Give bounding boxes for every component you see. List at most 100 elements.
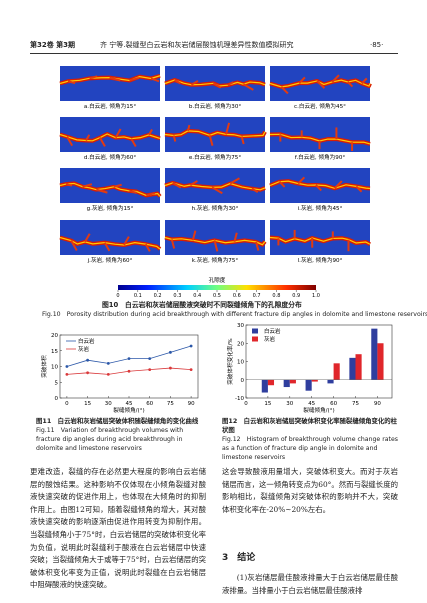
branch [298,76,306,84]
fracture-pattern [269,127,371,151]
branch [84,233,91,243]
x-tick-label: 90 [188,401,195,407]
colorbar-tick-label: 0.3 [173,293,181,299]
y-tick-label: 20 [237,341,244,347]
branch [109,76,121,82]
colorbar-tick-label: 0.7 [253,293,261,299]
bar [349,357,356,380]
bar [355,354,362,380]
branch [280,86,289,95]
bar [311,379,318,382]
x-tick-label: 75 [352,401,359,407]
section-heading: 3 结论 [222,553,256,563]
fracture-pattern [59,73,161,86]
branch [227,81,234,87]
branch [331,74,340,83]
wormhole-core [269,236,371,245]
colorbar-tick-label: 0.1 [134,293,142,299]
y-tick-label: 30 [237,323,244,329]
wormhole-core [59,75,161,85]
y-tick-label: 0 [241,378,245,384]
branch [66,136,74,147]
y-tick-label: -10 [235,396,244,402]
branch [278,181,286,188]
panel-label: f.白云岩, 倾角为90° [295,153,346,161]
panel-label: a.白云岩, 倾角为15° [84,102,136,110]
branch [229,177,240,185]
conclusion-text: (1)灰岩储层最佳酸液排量大于白云岩储层最佳酸液排量。当排量小于白云岩储层最佳酸… [222,573,398,595]
branch [89,75,98,80]
fig10-caption-en: Fig.10 Porosity distribution during acid… [42,311,427,318]
fig10-caption-cn: 图10 白云岩和灰岩储层酸液突破时不同裂缝倾角下的孔隙度分布 [102,301,302,309]
branch [145,192,156,197]
colorbar-tick-label: 0.4 [193,293,201,299]
fig11-caption-en: Fig.11 Variation of breakthrough volumes… [36,427,184,452]
bar [377,343,384,380]
point [65,372,69,376]
branch [297,176,306,185]
branch [213,240,219,252]
panel-label: i.灰岩, 倾角为45° [298,204,343,212]
branch [361,77,368,85]
y-tick-label: 10 [237,360,244,366]
branch [347,81,354,88]
fracture-pattern [269,74,372,95]
fracture-pattern [164,78,266,91]
branch [316,80,326,89]
panel-label: b.白云岩, 倾角为30° [189,102,242,110]
branch [355,185,363,193]
wormhole-core [59,133,161,142]
wormhole-core [269,133,371,145]
colorbar-label: 孔隙度 [209,276,226,284]
y-tick-label: 10 [51,365,58,371]
branch [114,128,122,139]
point [106,361,110,365]
fracture-pattern [164,177,266,195]
colorbar-tick-label: 1.0 [312,293,320,299]
branch [99,137,106,147]
bar [371,328,378,380]
bar [283,379,290,388]
point [169,350,172,354]
fracture-pattern [59,233,162,252]
panel-label: c.白云岩, 倾角为45° [294,102,346,110]
legend-swatch [252,336,258,342]
colorbar [118,285,316,290]
colorbar-tick-label: 0.8 [272,293,280,299]
header-page: ·85· [370,41,384,49]
fracture-pattern [59,181,162,198]
point [86,371,89,375]
colorbar-tick-label: 0.9 [292,293,300,299]
panel-label: e.白云岩, 倾角为75° [189,153,241,161]
panel-label: h.灰岩, 倾角为30° [192,204,239,212]
branch [191,230,197,241]
legend-label: 灰岩 [264,335,276,343]
branch [129,76,140,82]
branch [251,187,259,193]
branch [255,241,260,251]
x-tick-label: 30 [286,401,293,407]
bar [267,379,275,386]
x-tick-label: 30 [105,401,112,407]
branch [333,180,343,189]
colorbar-tick-label: 0 [116,293,119,299]
branch [211,186,223,195]
branch [113,183,122,188]
y-axis-label: 突破体积变化率/% [226,338,234,384]
branch [172,135,177,142]
branch [186,124,191,132]
point [127,369,131,373]
colorbar-tick-label: 0.6 [233,293,241,299]
x-tick-label: 45 [126,401,133,407]
wormhole-core [59,182,161,197]
branch [189,180,198,186]
point [127,357,131,361]
point [148,357,152,361]
bar [261,379,268,393]
point [106,372,110,376]
branch [233,232,238,242]
legend-label: 白云岩 [78,337,95,345]
x-tick-label: 90 [374,401,381,407]
legend-swatch [252,328,258,334]
